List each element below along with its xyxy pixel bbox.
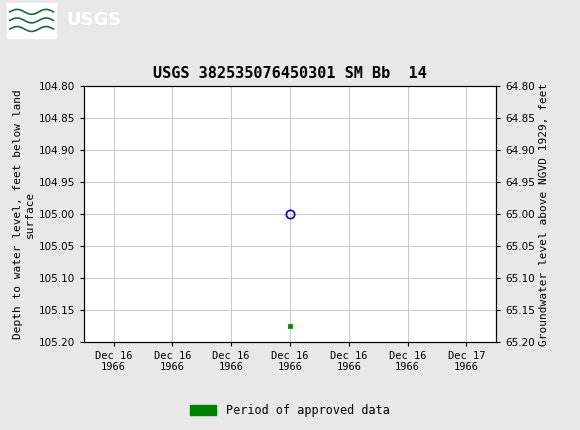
Legend: Period of approved data: Period of approved data bbox=[186, 399, 394, 422]
Y-axis label: Groundwater level above NGVD 1929, feet: Groundwater level above NGVD 1929, feet bbox=[539, 82, 549, 346]
FancyBboxPatch shape bbox=[7, 3, 56, 37]
Title: USGS 382535076450301 SM Bb  14: USGS 382535076450301 SM Bb 14 bbox=[153, 66, 427, 81]
Text: USGS: USGS bbox=[67, 12, 122, 29]
Y-axis label: Depth to water level, feet below land
surface: Depth to water level, feet below land su… bbox=[13, 89, 35, 339]
